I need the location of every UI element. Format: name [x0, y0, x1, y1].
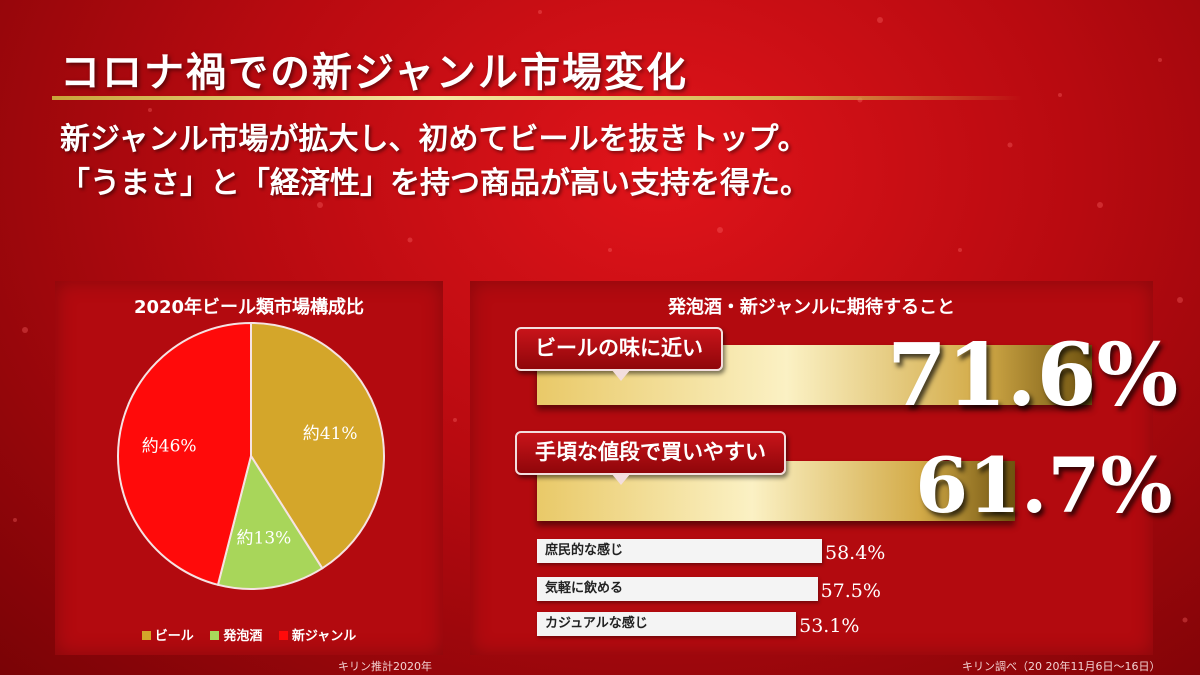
- pie-source-note: キリン推計2020年: [338, 660, 432, 673]
- subtitle: 新ジャンル市場が拡大し、初めてビールを抜きトップ。 「うまさ」と「経済性」を持つ…: [60, 118, 810, 206]
- bar-down-to-earth: [537, 539, 822, 563]
- legend-swatch-happoshu: [210, 631, 220, 640]
- bar-easy-to-drink: [537, 577, 818, 601]
- value-label-taste-like-beer: 71.6%: [887, 325, 1179, 426]
- callout-tail: [611, 369, 631, 381]
- category-label-taste-like-beer: ビールの味に近い: [535, 336, 703, 360]
- title-underline: [52, 96, 1022, 100]
- callout-taste-like-beer: ビールの味に近い: [515, 327, 723, 381]
- bar-casual: [537, 612, 797, 636]
- subtitle-line-2: 「うまさ」と「経済性」を持つ商品が高い支持を得た。: [60, 166, 810, 201]
- pie-value-label-happoshu: 約13%: [237, 528, 292, 548]
- legend-item-new-genre: 新ジャンル: [278, 629, 357, 644]
- pie-chart-panel: 2020年ビール類市場構成比 約41% 約13% 約46% ビール 発泡酒 新ジャン…: [55, 281, 443, 655]
- value-label-casual: 53.1%: [799, 615, 860, 637]
- bar-chart-title: 発泡酒・新ジャンルに期待すること: [667, 297, 956, 318]
- pie-chart: 約41% 約13% 約46%: [117, 321, 385, 590]
- bar-source-note: キリン調べ（20 20年11月6日～16日）: [962, 660, 1161, 673]
- value-label-easy-to-drink: 57.5%: [820, 580, 881, 602]
- category-label-easy-to-drink: 気軽に飲める: [545, 581, 624, 596]
- legend-label-happoshu: 発泡酒: [223, 629, 263, 644]
- pie-value-label-new-genre: 約46%: [142, 437, 197, 457]
- category-label-down-to-earth: 庶民的な感じ: [545, 543, 624, 558]
- pie-slice-new-genre: [117, 321, 252, 587]
- page-title: コロナ禍での新ジャンル市場変化: [60, 50, 688, 96]
- legend-swatch-new-genre: [278, 631, 288, 640]
- legend-item-beer: ビール: [141, 629, 194, 644]
- pie-slice-happoshu: [216, 453, 324, 590]
- pie-value-label-beer: 約41%: [303, 424, 358, 444]
- callout-affordable: 手頃な値段で買いやすい: [515, 431, 786, 485]
- legend-label-beer: ビール: [154, 629, 194, 644]
- legend-item-happoshu: 発泡酒: [210, 629, 262, 644]
- category-label-affordable: 手頃な値段で買いやすい: [535, 440, 766, 464]
- value-label-affordable: 61.7%: [915, 441, 1173, 530]
- value-label-down-to-earth: 58.4%: [825, 542, 886, 564]
- callout-tail: [611, 473, 631, 485]
- pie-chart-title: 2020年ビール類市場構成比: [133, 297, 365, 318]
- category-label-casual: カジュアルな感じ: [545, 616, 648, 631]
- pie-legend: ビール 発泡酒 新ジャンル: [55, 625, 443, 644]
- subtitle-line-1: 新ジャンル市場が拡大し、初めてビールを抜きトップ。: [60, 122, 808, 157]
- legend-label-new-genre: 新ジャンル: [291, 629, 357, 644]
- legend-swatch-beer: [141, 631, 151, 640]
